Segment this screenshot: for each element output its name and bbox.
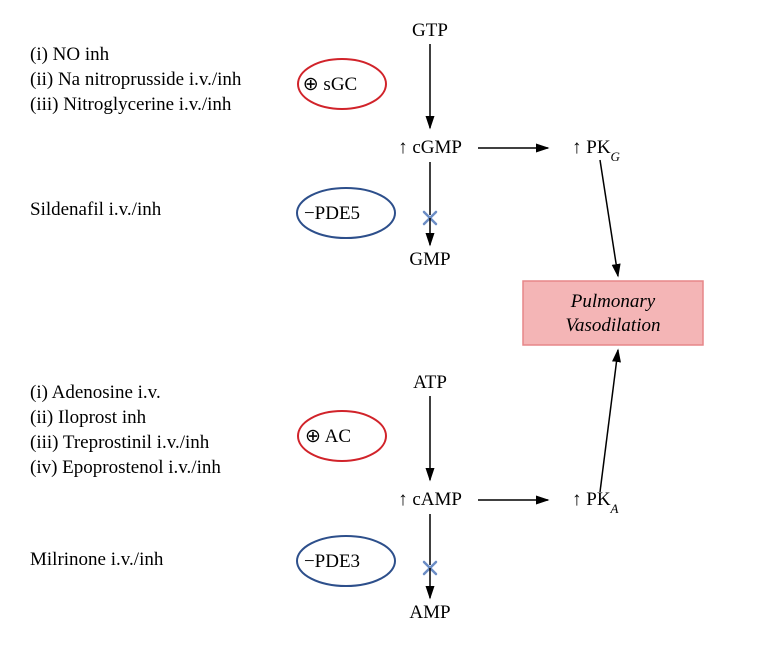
top-inhibitor-label: −PDE5 (304, 203, 360, 224)
top-substrate: GTP (412, 20, 448, 41)
top-inhibitor-drug-0: Sildenafil i.v./inh (30, 199, 162, 220)
bottom-arrow-to-result (600, 350, 618, 492)
bottom-activator-drug-3: (iv) Epoprostenol i.v./inh (30, 457, 221, 478)
bottom-activator-drug-0: (i) Adenosine i.v. (30, 382, 161, 403)
top-kinase: ↑ PKG (572, 137, 621, 164)
top-activator-drug-1: (ii) Na nitroprusside i.v./inh (30, 69, 242, 90)
top-activator-label: ⊕ sGC (303, 74, 357, 95)
bottom-inhibitor-label: −PDE3 (304, 551, 360, 572)
top-arrow-to-result (600, 160, 618, 276)
top-activator-drug-0: (i) NO inh (30, 44, 110, 65)
bottom-substrate: ATP (413, 372, 447, 393)
bottom-activator-drug-2: (iii) Treprostinil i.v./inh (30, 432, 210, 453)
bottom-inhibitor-drug-0: Milrinone i.v./inh (30, 549, 164, 570)
top-activator-drug-2: (iii) Nitroglycerine i.v./inh (30, 94, 232, 115)
top-second-messenger: ↑ cGMP (398, 137, 462, 158)
bottom-activator-drug-1: (ii) Iloprost inh (30, 407, 147, 428)
bottom-product: AMP (409, 602, 450, 623)
diagram-canvas: PulmonaryVasodilationGTP⊕ sGC↑ cGMP−PDE5… (0, 0, 764, 651)
bottom-activator-label: ⊕ AC (305, 426, 351, 447)
top-product: GMP (409, 249, 450, 270)
bottom-second-messenger: ↑ cAMP (398, 489, 462, 510)
bottom-kinase: ↑ PKA (572, 489, 619, 516)
